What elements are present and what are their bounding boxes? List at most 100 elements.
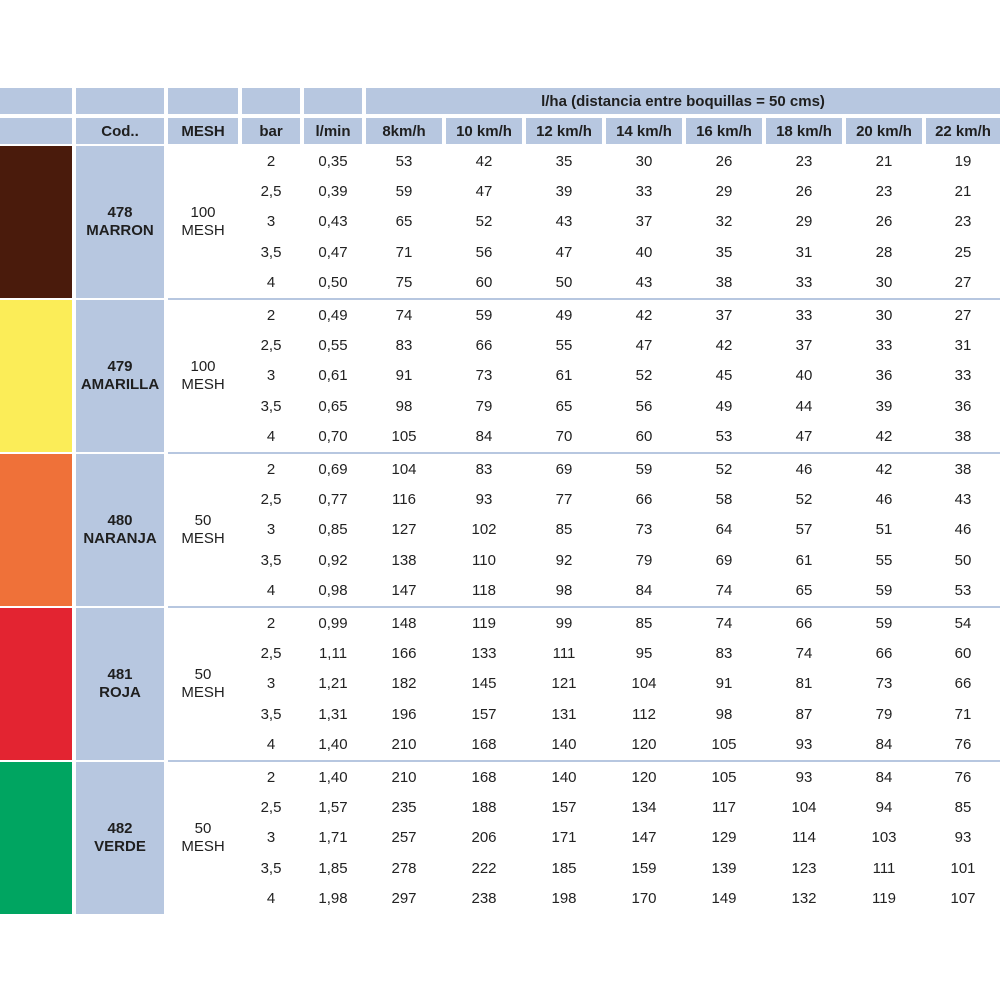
table-cell: 85 xyxy=(555,521,573,539)
table-cell: 235 xyxy=(391,799,417,817)
mesh-label: MESH xyxy=(181,838,225,855)
table-cell: 85 xyxy=(635,614,653,632)
table-cell: 278 xyxy=(391,859,417,877)
table-cell: 157 xyxy=(551,799,577,817)
table-cell: 116 xyxy=(392,491,416,509)
table-cell: 101 xyxy=(950,859,976,877)
table-cell: 59 xyxy=(635,460,653,478)
table-cell: 59 xyxy=(875,614,893,632)
color-name: NARANJA xyxy=(83,530,157,547)
table-cell: 84 xyxy=(475,428,493,446)
header-group-title: l/ha (distancia entre boquillas = 50 cms… xyxy=(366,88,1000,114)
column-header: bar xyxy=(242,118,300,144)
table-cell: 56 xyxy=(635,397,653,415)
table-cell: 52 xyxy=(715,460,733,478)
table-cell: 46 xyxy=(795,460,813,478)
table-cell: 111 xyxy=(872,859,896,877)
table-cell: 74 xyxy=(715,614,733,632)
mesh-label: MESH xyxy=(181,376,225,393)
column-header: 18 km/h xyxy=(766,118,842,144)
table-cell: 33 xyxy=(954,367,972,385)
table-cell: 42 xyxy=(875,460,893,478)
table-cell: 33 xyxy=(795,274,813,292)
color-name: ROJA xyxy=(99,684,141,701)
table-cell: 23 xyxy=(954,213,972,231)
table-cell: 2,5 xyxy=(260,491,282,509)
table-cell: 52 xyxy=(635,367,653,385)
table-cell: 4 xyxy=(266,428,276,446)
table-cell: 47 xyxy=(555,243,573,261)
table-cell: 83 xyxy=(475,460,493,478)
table-cell: 25 xyxy=(954,243,972,261)
table-cell: 79 xyxy=(875,705,893,723)
table-cell: 71 xyxy=(395,243,413,261)
table-cell: 58 xyxy=(715,491,733,509)
yellow-color-swatch xyxy=(0,300,72,452)
table-cell: 0,98 xyxy=(318,582,348,600)
table-cell: 33 xyxy=(635,183,653,201)
table-cell: 2,5 xyxy=(260,183,282,201)
table-cell: 119 xyxy=(872,890,896,908)
table-cell: 147 xyxy=(391,582,417,600)
table-cell: 103 xyxy=(871,829,897,847)
table-cell: 57 xyxy=(795,521,813,539)
color-name: MARRON xyxy=(86,222,154,239)
table-cell: 55 xyxy=(875,551,893,569)
table-cell: 257 xyxy=(391,829,417,847)
table-cell: 47 xyxy=(475,183,493,201)
header-blank-cell xyxy=(0,88,72,114)
table-cell: 40 xyxy=(635,243,653,261)
table-cell: 33 xyxy=(795,306,813,324)
table-cell: 3,5 xyxy=(260,397,282,415)
code-cell: 479 AMARILLA xyxy=(76,300,164,452)
table-cell: 105 xyxy=(711,768,737,786)
table-cell: 0,47 xyxy=(318,243,348,261)
table-cell: 105 xyxy=(391,428,417,446)
code-cell: 482 VERDE xyxy=(76,762,164,914)
table-cell: 84 xyxy=(875,736,893,754)
table-cell: 53 xyxy=(954,582,972,600)
table-cell: 36 xyxy=(954,397,972,415)
table-cell: 127 xyxy=(391,521,417,539)
table-cell: 46 xyxy=(954,521,972,539)
column-header: 12 km/h xyxy=(526,118,602,144)
table-cell: 53 xyxy=(395,152,413,170)
table-cell: 61 xyxy=(795,551,813,569)
table-cell: 42 xyxy=(715,337,733,355)
table-cell: 55 xyxy=(555,337,573,355)
table-cell: 73 xyxy=(635,521,653,539)
mesh-cell: 100 MESH xyxy=(168,300,238,452)
table-cell: 102 xyxy=(471,521,497,539)
table-cell: 0,39 xyxy=(318,183,348,201)
table-cell: 93 xyxy=(795,736,813,754)
table-cell: 3,5 xyxy=(260,551,282,569)
table-cell: 110 xyxy=(472,551,496,569)
table-cell: 0,70 xyxy=(318,428,348,446)
table-cell: 21 xyxy=(954,183,972,201)
table-cell: 91 xyxy=(395,367,413,385)
table-cell: 104 xyxy=(791,799,817,817)
brown-color-swatch xyxy=(0,146,72,298)
mesh-cell: 50 MESH xyxy=(168,454,238,606)
table-cell: 93 xyxy=(475,491,493,509)
table-cell: 118 xyxy=(472,582,496,600)
table-cell: 168 xyxy=(471,736,497,754)
mesh-cell: 50 MESH xyxy=(168,762,238,914)
table-cell: 42 xyxy=(475,152,493,170)
table-cell: 26 xyxy=(875,213,893,231)
table-cell: 0,99 xyxy=(318,614,348,632)
table-cell: 74 xyxy=(795,645,813,663)
table-cell: 185 xyxy=(551,859,577,877)
column-header: 22 km/h xyxy=(926,118,1000,144)
color-name: VERDE xyxy=(94,838,146,855)
table-cell: 93 xyxy=(954,829,972,847)
mesh-number: 50 xyxy=(194,820,212,837)
table-cell: 35 xyxy=(715,243,733,261)
code-number: 478 xyxy=(107,204,133,221)
table-cell: 138 xyxy=(391,551,417,569)
table-cell: 45 xyxy=(715,367,733,385)
table-cell: 4 xyxy=(266,582,276,600)
table-cell: 91 xyxy=(715,675,733,693)
table-cell: 77 xyxy=(555,491,573,509)
table-cell: 59 xyxy=(395,183,413,201)
